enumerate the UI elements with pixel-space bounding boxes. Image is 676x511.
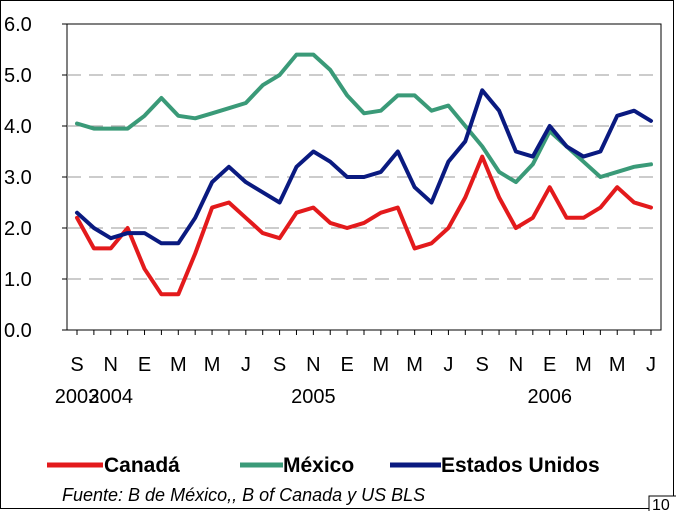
x-tick-label: M — [373, 354, 390, 376]
x-year-label: 2005 — [291, 386, 336, 408]
x-tick-label: M — [204, 354, 221, 376]
x-tick-label: S — [70, 354, 83, 376]
source-note: Fuente: B de México,, B of Canada y US B… — [62, 485, 425, 505]
legend: Canadá México Estados Unidos — [47, 454, 600, 477]
x-tick-label: M — [609, 354, 626, 376]
x-tick-label: E — [138, 354, 151, 376]
series-lines — [75, 52, 653, 297]
y-tick-label: 2.0 — [4, 218, 32, 240]
x-year-label: 2006 — [527, 386, 572, 408]
y-tick-label: 3.0 — [4, 167, 32, 189]
x-tick-label: M — [170, 354, 187, 376]
legend-label: Estados Unidos — [441, 454, 600, 477]
y-tick-label: 1.0 — [4, 269, 32, 291]
x-tick-label: J — [241, 354, 251, 376]
y-axis: 0.0 1.0 2.0 3.0 4.0 5.0 6.0 — [4, 14, 67, 342]
x-tick-label: S — [476, 354, 489, 376]
x-tick-label: N — [104, 354, 118, 376]
x-tick-label: E — [543, 354, 556, 376]
x-tick-label: N — [306, 354, 320, 376]
series-line — [75, 154, 653, 297]
x-tick-label: M — [406, 354, 423, 376]
series-line — [75, 52, 653, 185]
x-tick-label: N — [509, 354, 523, 376]
legend-label: Canadá — [104, 454, 180, 477]
series-line — [75, 88, 653, 246]
x-tick-label: M — [575, 354, 592, 376]
page-number-box — [648, 495, 676, 511]
x-year-label: 2004 — [89, 386, 134, 408]
x-tick-label: E — [340, 354, 353, 376]
x-tick-label: J — [646, 354, 656, 376]
legend-label: México — [283, 454, 354, 477]
gridlines — [67, 74, 661, 280]
y-tick-label: 6.0 — [4, 14, 32, 36]
y-tick-label: 5.0 — [4, 65, 32, 87]
page-number: 10 — [652, 497, 670, 511]
x-year-label: 2003 — [55, 386, 100, 408]
x-tick-label: J — [443, 354, 453, 376]
x-tick-label: S — [273, 354, 286, 376]
y-tick-label: 4.0 — [4, 116, 32, 138]
y-tick-label: 0.0 — [4, 320, 32, 342]
